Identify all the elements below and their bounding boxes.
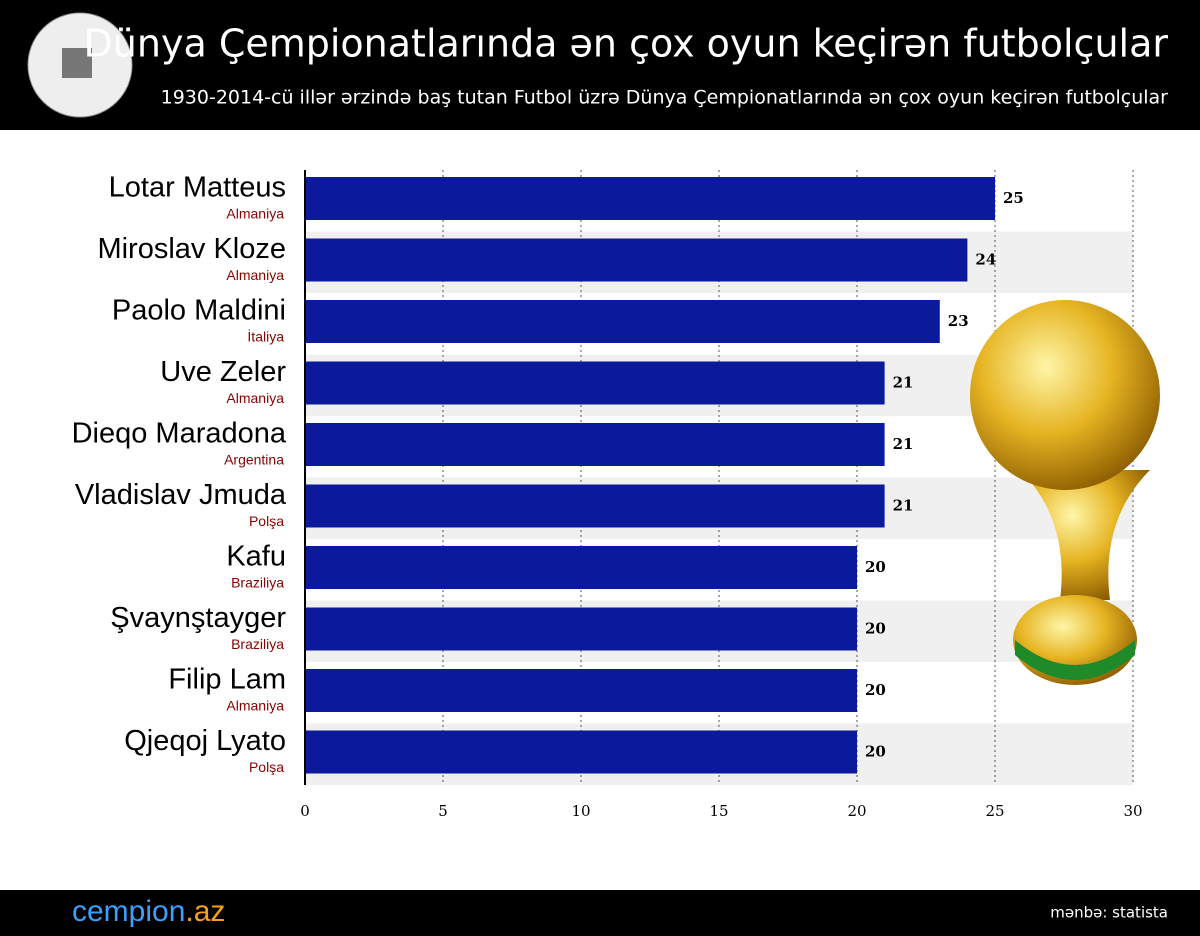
bar — [305, 177, 995, 220]
x-tick-label: 25 — [985, 802, 1004, 820]
brand: cempion.az — [72, 895, 225, 928]
bar — [305, 546, 857, 589]
bar — [305, 484, 885, 528]
category-label: Filip Lam — [168, 664, 286, 696]
category-label: Lotar Matteus — [109, 172, 286, 204]
footer-bg — [0, 890, 1200, 936]
country-label: Almaniya — [226, 267, 284, 283]
country-label: Braziliya — [231, 636, 284, 652]
category-label: Dieqo Maradona — [72, 418, 287, 450]
x-tick-label: 10 — [571, 802, 590, 820]
bar — [305, 607, 857, 651]
country-label: Almaniya — [226, 206, 284, 222]
bar — [305, 238, 968, 282]
country-label: Almaniya — [226, 390, 284, 406]
trophy — [970, 300, 1160, 685]
country-label: İtaliya — [247, 328, 284, 345]
bar — [305, 423, 885, 466]
brand-name: cempion — [72, 895, 185, 928]
category-label: Vladislav Jmuda — [75, 479, 287, 511]
country-label: Almaniya — [226, 698, 284, 714]
country-label: Polşa — [249, 759, 284, 775]
x-tick-label: 20 — [847, 802, 866, 820]
title: Dünya Çempionatlarında ən çox oyun keçir… — [84, 22, 1169, 66]
bar — [305, 361, 885, 405]
subtitle: 1930-2014-cü illər ərzində baş tutan Fut… — [161, 87, 1169, 109]
value-label: 21 — [893, 435, 914, 453]
value-label: 20 — [865, 558, 886, 576]
x-tick-label: 5 — [438, 802, 448, 820]
value-label: 21 — [893, 374, 914, 392]
bar — [305, 300, 940, 343]
country-label: Braziliya — [231, 575, 284, 591]
value-label: 25 — [1003, 189, 1024, 207]
bar — [305, 669, 857, 712]
ball-logo — [62, 48, 92, 78]
category-label: Uve Zeler — [160, 356, 286, 388]
brand-tld: .az — [185, 895, 225, 928]
category-label: Miroslav Kloze — [97, 233, 286, 265]
bar — [305, 730, 857, 774]
country-label: Argentina — [224, 452, 284, 468]
value-label: 20 — [865, 620, 886, 638]
value-label: 23 — [948, 312, 969, 330]
x-tick-label: 15 — [709, 802, 728, 820]
plot: 0 5 10 15 20 25 30 Lotar Matteus Almaniya 25 Miros… — [72, 170, 1143, 820]
category-label: Qjeqoj Lyato — [124, 725, 286, 757]
country-label: Polşa — [249, 513, 284, 529]
value-label: 24 — [975, 251, 996, 269]
value-label: 20 — [865, 743, 886, 761]
value-label: 21 — [893, 497, 914, 515]
source: mənbə: statista — [1050, 904, 1168, 922]
header-bg — [0, 0, 1200, 130]
x-tick-label: 30 — [1123, 802, 1142, 820]
x-tick-label: 0 — [300, 802, 310, 820]
category-label: Şvaynştayger — [110, 602, 286, 634]
category-label: Paolo Maldini — [112, 295, 286, 327]
value-label: 20 — [865, 681, 886, 699]
category-label: Kafu — [226, 541, 286, 573]
